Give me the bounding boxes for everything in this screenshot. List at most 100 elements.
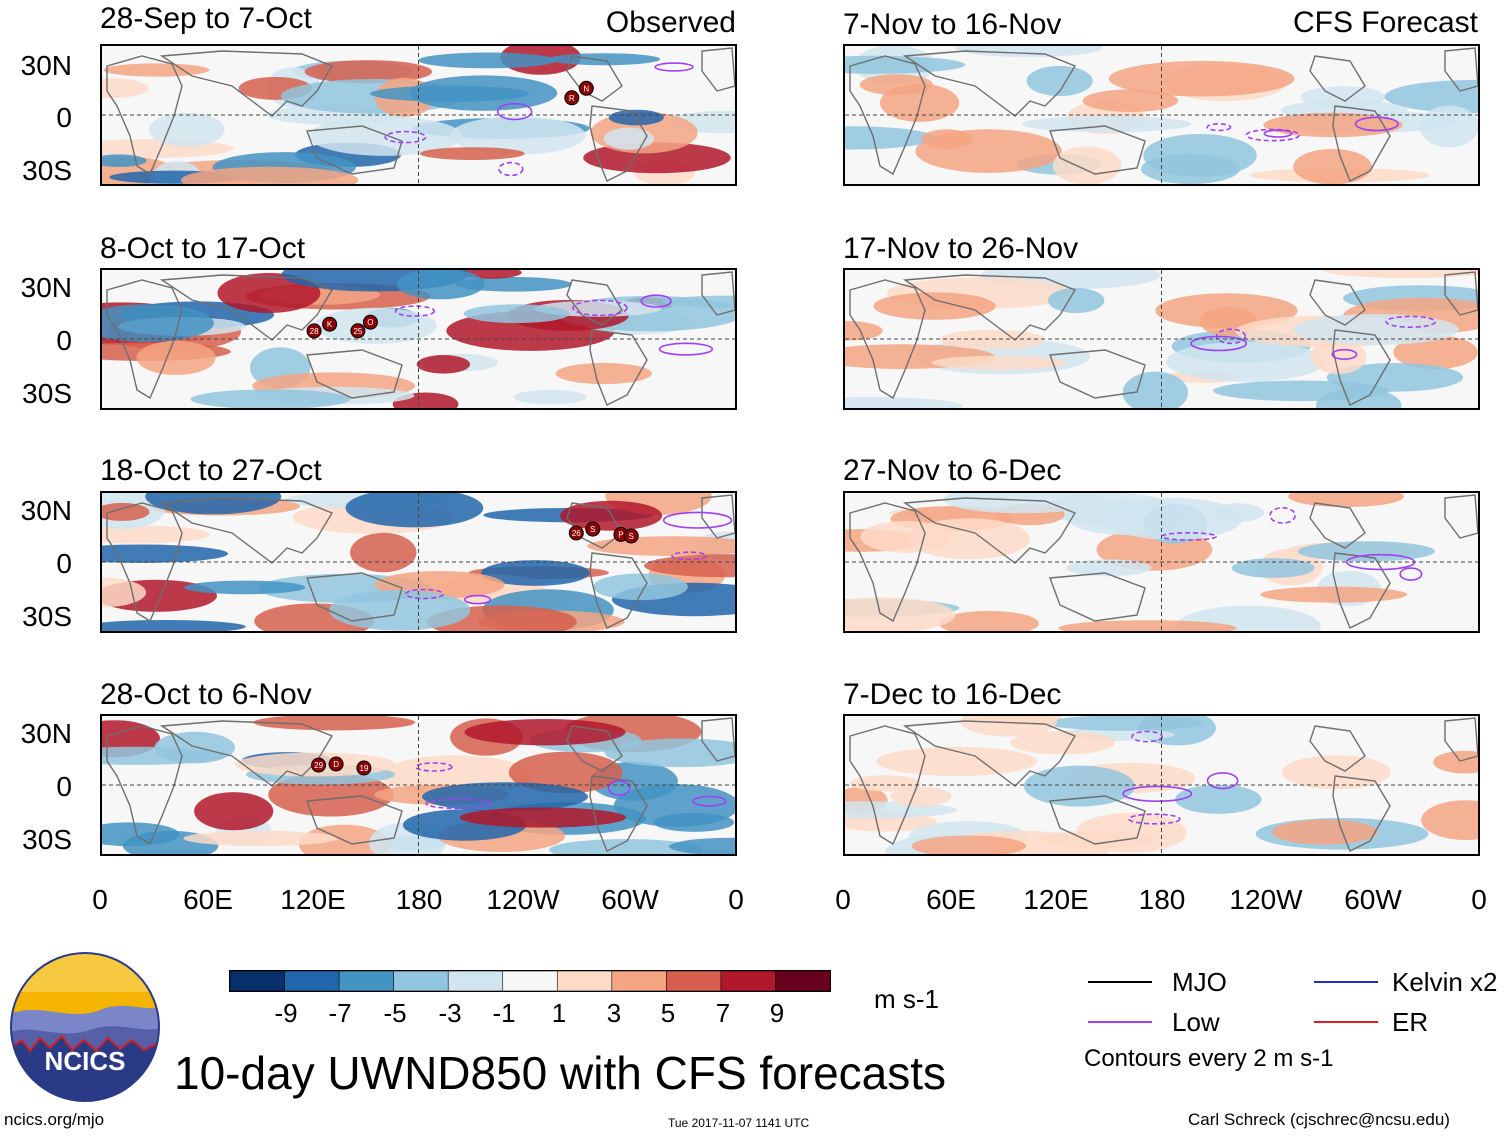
map-canvas: 26 SP S bbox=[102, 493, 735, 631]
coastline bbox=[106, 502, 183, 623]
anomaly-region bbox=[298, 824, 390, 854]
storm-label: 26 bbox=[572, 529, 581, 538]
panel-title-left-4: 28-Oct to 6-Nov bbox=[100, 678, 312, 711]
coastline bbox=[701, 494, 735, 539]
anomaly-region bbox=[548, 53, 661, 66]
anomaly-region bbox=[669, 837, 735, 854]
low-contour bbox=[654, 62, 694, 72]
cb-label-9: 9 bbox=[769, 998, 785, 1028]
anomaly-region bbox=[1231, 558, 1315, 578]
anomaly-region bbox=[513, 389, 587, 405]
colorbar-segment bbox=[338, 971, 395, 991]
anomaly-region bbox=[1310, 339, 1367, 374]
storm-marker: 25 bbox=[350, 323, 366, 339]
colorbar-segment bbox=[556, 971, 613, 991]
anomaly-region bbox=[845, 55, 966, 74]
colorbar-segment bbox=[230, 971, 286, 991]
cb-label-7: 7 bbox=[715, 998, 731, 1028]
cb-label-m3: -3 bbox=[438, 998, 462, 1028]
coastline bbox=[1309, 55, 1366, 102]
low-contour bbox=[1399, 567, 1423, 581]
anomaly-region bbox=[464, 719, 626, 746]
footer-author: Carl Schreck (cjschrec@ncsu.edu) bbox=[1188, 1110, 1450, 1129]
coastline bbox=[566, 279, 623, 326]
main-title: 10-day UWND850 with CFS forecasts bbox=[174, 1047, 947, 1099]
anomaly-region bbox=[136, 340, 216, 375]
low-contour bbox=[1354, 116, 1399, 132]
low-contour bbox=[692, 795, 727, 807]
map-canvas bbox=[845, 716, 1478, 854]
anomaly-region bbox=[587, 536, 735, 556]
ylabel-0-row4: 0 bbox=[56, 771, 72, 802]
anomaly-region bbox=[1323, 270, 1478, 278]
low-contour bbox=[1160, 532, 1218, 541]
anomaly-region bbox=[876, 746, 1037, 776]
legend-label-mjo: MJO bbox=[1172, 967, 1227, 997]
panel-title-left-3: 18-Oct to 27-Oct bbox=[100, 454, 322, 487]
anomaly-region bbox=[1022, 115, 1192, 133]
cb-label-5: 5 bbox=[660, 998, 676, 1028]
colorbar bbox=[229, 970, 831, 992]
coastline bbox=[1444, 271, 1478, 316]
anomaly-region bbox=[370, 85, 530, 102]
storm-label: S bbox=[629, 532, 634, 541]
storm-label: O bbox=[367, 318, 373, 327]
coastline bbox=[701, 271, 735, 316]
ylabel-30s-row2: 30S bbox=[22, 378, 72, 409]
anomaly-region bbox=[102, 544, 228, 563]
anomaly-region bbox=[644, 554, 735, 578]
storm-marker: O bbox=[362, 314, 378, 330]
coastline bbox=[1309, 725, 1366, 772]
anomaly-region bbox=[102, 620, 246, 631]
anomaly-region bbox=[422, 782, 588, 812]
colorbar-segment bbox=[775, 971, 830, 991]
low-contour bbox=[1269, 506, 1297, 524]
colorbar-segment bbox=[666, 971, 722, 991]
ncics-logo: NCICS bbox=[10, 952, 160, 1102]
coastline bbox=[1444, 717, 1478, 762]
anomaly-region bbox=[416, 355, 471, 374]
anomaly-region bbox=[459, 807, 626, 828]
ylabel-0-row2: 0 bbox=[56, 325, 72, 356]
cfs-forecast-label: CFS Forecast bbox=[1292, 6, 1478, 39]
anomaly-region bbox=[1052, 146, 1122, 184]
low-contour bbox=[498, 161, 524, 177]
anomaly-region bbox=[184, 580, 306, 595]
coastline bbox=[701, 47, 735, 92]
logo-text: NCICS bbox=[45, 1046, 126, 1076]
storm-marker: K bbox=[322, 316, 338, 332]
coastline bbox=[1049, 349, 1146, 399]
low-contour bbox=[640, 294, 672, 308]
anomaly-region bbox=[102, 822, 180, 847]
map-canvas bbox=[845, 270, 1478, 408]
anomaly-region bbox=[1293, 148, 1372, 184]
anomaly-region bbox=[1066, 559, 1152, 577]
ylabel-0-row3: 0 bbox=[56, 548, 72, 579]
anomaly-region bbox=[593, 573, 688, 601]
colorbar-segment bbox=[502, 971, 559, 991]
anomaly-region bbox=[1058, 620, 1237, 631]
anomaly-region bbox=[102, 304, 214, 342]
storm-label: R bbox=[569, 94, 575, 103]
anomaly-region bbox=[1166, 341, 1325, 382]
xlabel-right-60w: 60W bbox=[1344, 884, 1402, 915]
low-contour bbox=[496, 102, 533, 121]
coastline bbox=[1309, 502, 1366, 549]
anomaly-region bbox=[1175, 784, 1262, 814]
coastline bbox=[159, 274, 334, 341]
anomaly-region bbox=[921, 129, 973, 150]
coastline bbox=[849, 725, 926, 846]
observed-label: Observed bbox=[605, 6, 736, 39]
anomaly-region bbox=[304, 60, 432, 84]
coastline bbox=[306, 572, 403, 622]
anomaly-region bbox=[1433, 750, 1478, 774]
panel-title-right-2: 17-Nov to 26-Nov bbox=[843, 232, 1079, 265]
anomaly-region bbox=[190, 389, 351, 408]
coastline bbox=[566, 502, 623, 549]
coastline bbox=[159, 497, 334, 564]
anomaly-region bbox=[845, 321, 883, 341]
low-contour bbox=[607, 780, 631, 796]
map-panel-left-2: 28 K 25 O bbox=[100, 268, 737, 410]
anomaly-region bbox=[954, 46, 1103, 58]
